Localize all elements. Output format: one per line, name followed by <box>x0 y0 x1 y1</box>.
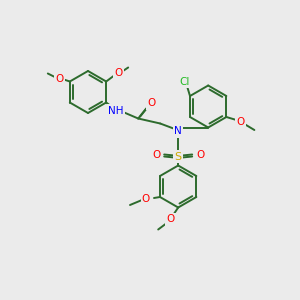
Text: O: O <box>142 194 150 204</box>
Text: O: O <box>166 214 174 224</box>
Text: N: N <box>174 127 182 136</box>
Text: Cl: Cl <box>180 77 190 87</box>
Text: O: O <box>152 149 160 160</box>
Text: S: S <box>175 152 182 161</box>
Text: O: O <box>236 117 244 127</box>
Text: O: O <box>196 149 204 160</box>
Text: O: O <box>114 68 122 79</box>
Text: O: O <box>147 98 155 109</box>
Text: NH: NH <box>108 106 124 116</box>
Text: O: O <box>56 74 64 85</box>
